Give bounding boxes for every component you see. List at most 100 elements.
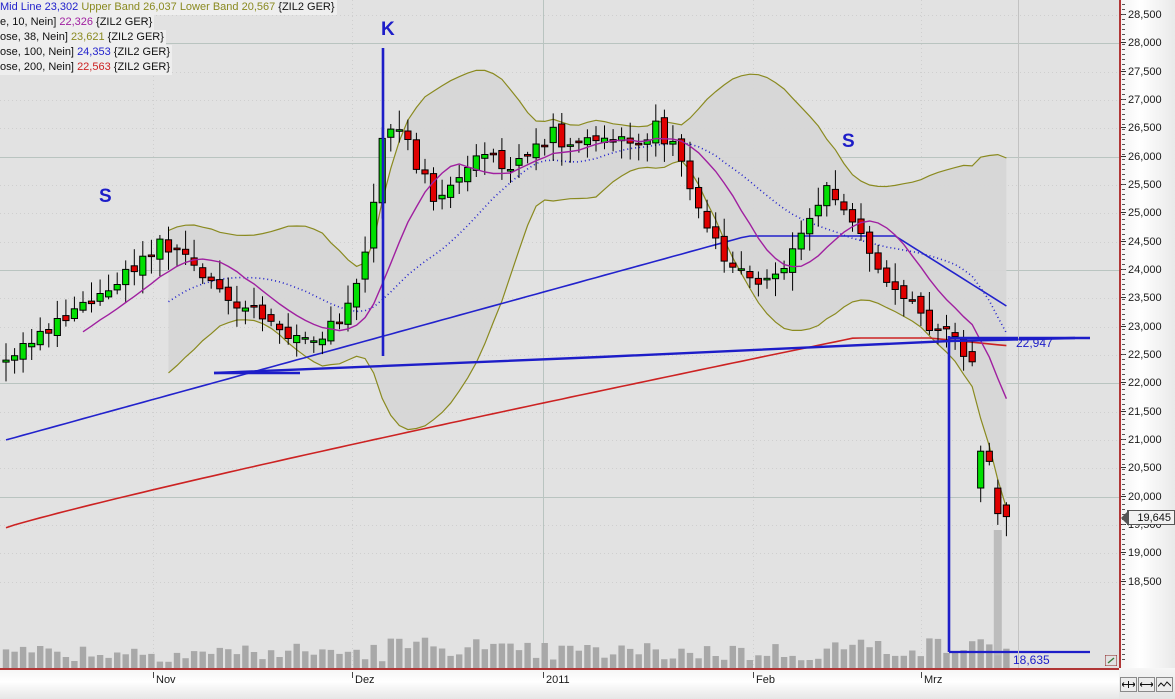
volume-bar <box>361 659 369 668</box>
price-axis-minor-mark <box>1122 49 1125 50</box>
candle-body <box>250 305 258 308</box>
legend-text: 26,037 <box>143 1 180 13</box>
price-axis-minor-mark <box>1122 649 1125 650</box>
legend-text: 20,567 <box>241 1 279 13</box>
price-axis-minor-mark <box>1122 604 1125 605</box>
annotation-sell-signal: S <box>842 131 855 152</box>
line-tool[interactable] <box>1156 677 1173 692</box>
candle-body <box>908 299 916 302</box>
legend-row: ose, 38, Nein] 23,621 {ZIL2 GER} <box>0 30 166 45</box>
price-axis-minor-mark <box>1122 4 1125 5</box>
volume-bar <box>276 657 283 668</box>
price-tick-label: 25,000 <box>1128 207 1162 220</box>
bollinger-upper-band <box>168 69 1007 268</box>
price-axis-minor-mark <box>1122 539 1125 540</box>
candle-body <box>318 338 326 346</box>
price-tick-label: 28,000 <box>1128 37 1162 50</box>
candle-body <box>190 257 198 266</box>
volume-bar <box>62 657 70 668</box>
price-tick-label: 27,000 <box>1128 94 1162 107</box>
volume-bar <box>96 655 104 668</box>
candle-body <box>327 320 335 342</box>
candle-body <box>985 450 993 462</box>
candle-body <box>481 154 489 159</box>
candle-body <box>370 201 378 249</box>
volume-bar <box>627 648 634 668</box>
volume-bar <box>267 650 275 668</box>
legend-text: e, 10, Nein] <box>0 16 60 28</box>
time-axis[interactable]: Nov Dez 2011 Feb Mrz <box>0 668 1119 699</box>
price-axis-minor-mark <box>1122 324 1125 325</box>
annotation-sell-signal: S <box>99 186 112 207</box>
volume-bar <box>515 650 523 668</box>
candle-body <box>11 355 19 361</box>
price-axis-minor-mark <box>1122 174 1125 175</box>
chart-plot-area[interactable] <box>0 0 1119 668</box>
price-axis[interactable]: 28,500 28,000 27,500 27,000 26,500 26,000 25,5… <box>1119 0 1175 668</box>
candle-body <box>823 185 831 207</box>
legend-row: e, 10, Nein] 22,326 {ZIL2 GER} <box>0 15 155 30</box>
time-tick: Nov <box>153 672 176 686</box>
candle-body <box>28 342 36 348</box>
price-axis-minor-mark <box>1122 334 1125 335</box>
candle-body <box>669 140 677 145</box>
volume-bar <box>686 652 694 668</box>
candle-body <box>763 277 771 281</box>
candle-body <box>934 328 942 331</box>
price-axis-minor-mark <box>1122 529 1125 530</box>
price-axis-minor-mark <box>1122 609 1125 610</box>
price-axis-minor-mark <box>1122 109 1125 110</box>
volume-bar <box>208 653 215 668</box>
volume-bar <box>986 644 993 668</box>
candle-body <box>695 187 703 209</box>
volume-bar <box>943 652 950 668</box>
legend-text: 24,353 <box>77 46 114 58</box>
price-axis-minor-mark <box>1122 504 1125 505</box>
candle-body <box>199 267 207 279</box>
price-axis-minor-mark <box>1122 479 1125 480</box>
candle-body <box>352 282 361 308</box>
candle-body <box>438 194 446 200</box>
candle-body <box>267 314 275 322</box>
price-axis-minor-mark <box>1122 469 1125 470</box>
price-axis-minor-mark <box>1122 624 1125 625</box>
price-tick: 21,500 <box>1121 406 1162 418</box>
volume-bar <box>618 645 625 668</box>
trendline-support[interactable] <box>213 336 1076 375</box>
volume-bar <box>182 658 189 668</box>
candle-body <box>951 332 959 338</box>
candle-body <box>130 265 138 273</box>
price-axis-minor-mark <box>1122 139 1125 140</box>
volume-bar <box>592 647 600 668</box>
volume-bar <box>122 654 129 668</box>
volume-bar <box>473 639 480 668</box>
candle-body <box>900 285 908 300</box>
candle-body <box>36 330 44 346</box>
price-tick: 26,500 <box>1121 122 1162 134</box>
volume-bar <box>960 650 967 668</box>
price-axis-minor-mark <box>1122 134 1125 135</box>
price-tick-label: 21,000 <box>1128 433 1162 446</box>
price-tick: 24,500 <box>1121 236 1162 248</box>
volume-bar <box>789 655 796 668</box>
resize-grip-icon[interactable] <box>1105 655 1117 666</box>
horizontal-pan-tool[interactable] <box>1138 677 1155 692</box>
price-axis-minor-mark <box>1122 219 1125 220</box>
axis-corner-toolbar <box>1119 668 1175 699</box>
candle-body <box>746 271 754 279</box>
price-axis-minor-mark <box>1122 484 1125 485</box>
horizontal-scale-tool[interactable] <box>1120 677 1137 692</box>
price-axis-minor-mark <box>1122 44 1125 45</box>
candle-body <box>447 184 455 198</box>
price-axis-minor-mark <box>1122 439 1125 440</box>
price-tick: 23,000 <box>1121 321 1162 333</box>
volume-bar <box>909 650 916 668</box>
bollinger-lower-band <box>168 159 1007 509</box>
volume-bar <box>379 661 386 668</box>
candle-body <box>780 268 788 274</box>
candle-body <box>404 130 412 140</box>
price-axis-minor-mark <box>1122 564 1125 565</box>
price-axis-minor-mark <box>1122 494 1125 495</box>
price-axis-minor-mark <box>1122 619 1125 620</box>
volume-bar <box>28 652 35 668</box>
